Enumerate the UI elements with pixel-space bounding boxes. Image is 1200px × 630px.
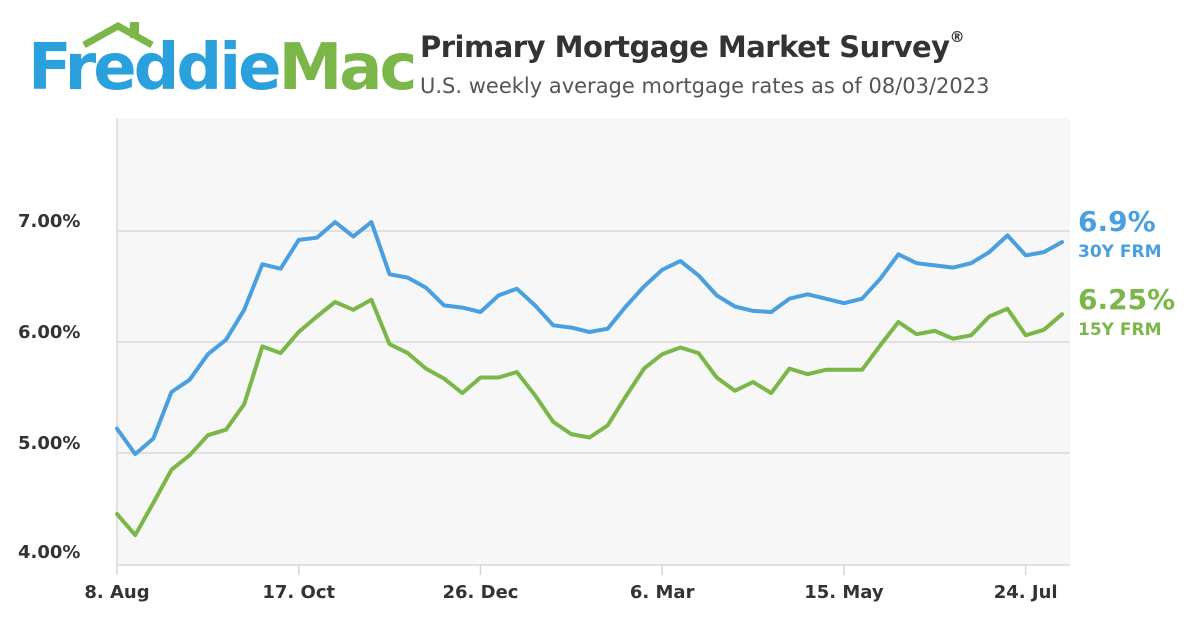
- series-line-15y: [115, 297, 1064, 538]
- y-axis-ticks: 4.00% 5.00% 6.00% 7.00%: [18, 211, 80, 563]
- end-value-30y: 6.9%: [1078, 205, 1156, 238]
- freddie-mac-logo: FreddieMac: [26, 18, 417, 108]
- x-tick-label: 15. May: [804, 582, 884, 603]
- title-text: Primary Mortgage Market Survey: [420, 30, 950, 64]
- logo-wordmark: FreddieMac: [28, 36, 417, 100]
- x-tick-label: 8. Aug: [84, 582, 149, 603]
- page-title: Primary Mortgage Market Survey®: [420, 28, 990, 64]
- x-axis-ticks: 8. Aug 17. Oct 26. Dec 6. Mar 15. May 24. Jul: [84, 565, 1058, 603]
- end-name-15y: 15Y FRM: [1078, 320, 1162, 340]
- series-line-30y: [115, 220, 1064, 457]
- y-tick-label: 6.00%: [18, 322, 80, 343]
- end-value-15y: 6.25%: [1078, 283, 1176, 316]
- x-tick-label: 26. Dec: [442, 582, 518, 603]
- x-tick-label: 6. Mar: [630, 582, 695, 603]
- chart-header: Primary Mortgage Market Survey® U.S. wee…: [420, 28, 990, 98]
- logo-roof-icon: [82, 21, 154, 49]
- page-subtitle: U.S. weekly average mortgage rates as of…: [420, 74, 990, 98]
- gridlines: [117, 230, 1070, 454]
- y-tick-label: 7.00%: [18, 211, 80, 232]
- end-label-15y: 6.25% 15Y FRM: [1078, 283, 1176, 341]
- end-name-30y: 30Y FRM: [1078, 242, 1162, 262]
- series-lines: [115, 220, 1064, 538]
- x-tick-label: 17. Oct: [262, 582, 335, 603]
- end-label-30y: 6.9% 30Y FRM: [1078, 205, 1162, 263]
- logo-word-mac: Mac: [278, 31, 418, 105]
- y-tick-label: 4.00%: [18, 542, 80, 563]
- x-tick-label: 24. Jul: [994, 582, 1058, 603]
- logo-word-freddie: Freddie: [28, 31, 282, 105]
- registered-mark: ®: [949, 28, 965, 47]
- y-tick-label: 5.00%: [18, 433, 80, 454]
- axes: [116, 118, 1070, 566]
